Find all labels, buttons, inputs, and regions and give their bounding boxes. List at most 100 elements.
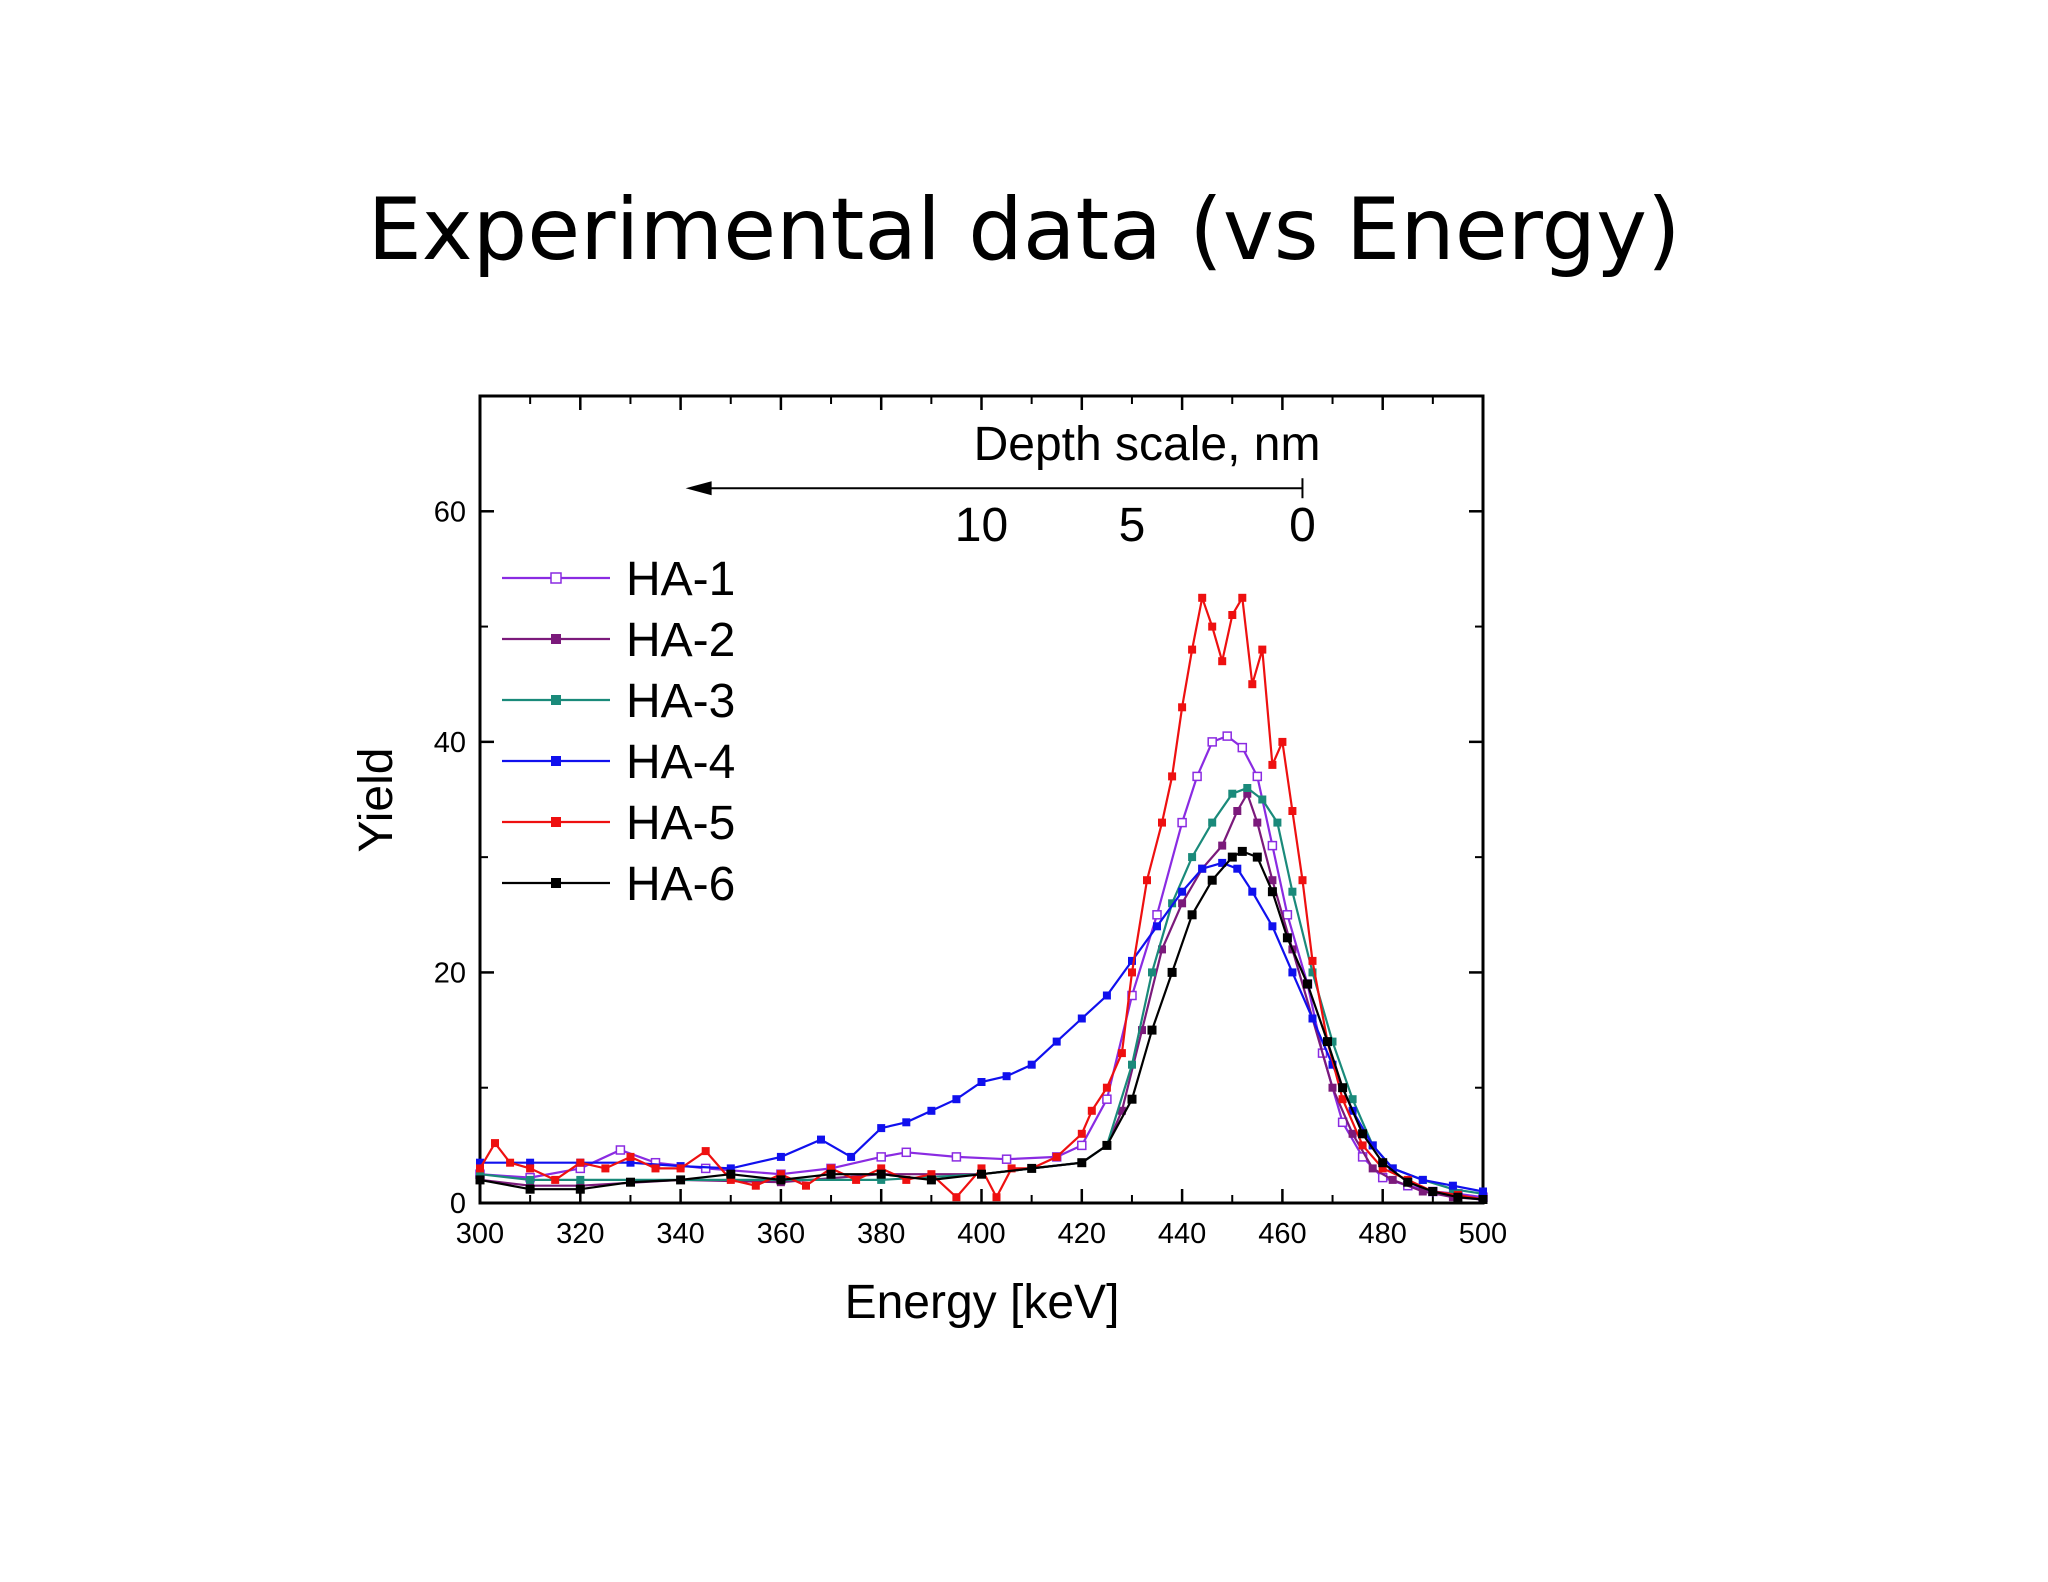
data-point <box>776 1175 786 1185</box>
data-point <box>476 1164 484 1173</box>
data-point <box>927 1170 936 1179</box>
data-point <box>1001 1154 1012 1164</box>
data-point <box>1052 1152 1061 1161</box>
legend-item-HA-4: HA-4 <box>502 736 735 789</box>
data-point <box>1228 611 1237 619</box>
data-point <box>1338 1083 1348 1093</box>
data-point <box>626 1152 635 1161</box>
data-point <box>1168 772 1177 781</box>
data-point <box>1258 645 1267 654</box>
data-point <box>1102 991 1111 1000</box>
y-tick-label: 20 <box>434 957 466 989</box>
data-point <box>551 1175 560 1184</box>
x-tick-label: 480 <box>1359 1218 1407 1250</box>
data-point <box>1002 1072 1011 1081</box>
data-point <box>1077 1158 1087 1168</box>
legend-item-HA-3: HA-3 <box>502 675 735 728</box>
x-tick-label: 420 <box>1058 1218 1106 1250</box>
data-point <box>1282 910 1293 920</box>
data-point <box>1368 1141 1377 1150</box>
depth-tick-label: 5 <box>1119 499 1146 552</box>
data-point <box>977 1169 986 1179</box>
data-point <box>1228 789 1237 798</box>
x-tick-label: 320 <box>556 1218 604 1250</box>
data-point <box>526 1164 535 1173</box>
data-point <box>1308 1014 1317 1023</box>
data-point <box>1192 771 1202 782</box>
data-point <box>1368 1164 1377 1173</box>
legend-swatch-marker <box>551 695 561 705</box>
data-point <box>1143 876 1151 885</box>
data-point <box>877 1124 886 1133</box>
data-point <box>951 1152 962 1162</box>
data-point <box>1358 1141 1367 1150</box>
legend-swatch-marker <box>550 572 562 584</box>
data-point <box>1168 899 1177 908</box>
data-point <box>1237 742 1248 753</box>
legend-label: HA-1 <box>626 553 735 606</box>
data-point <box>1102 1140 1112 1150</box>
data-point <box>1328 1037 1337 1046</box>
data-point <box>1338 1095 1347 1104</box>
legend-label: HA-5 <box>626 797 735 850</box>
data-point <box>1218 858 1227 867</box>
data-point <box>1227 852 1237 862</box>
data-point <box>926 1175 936 1185</box>
data-point <box>1188 853 1197 862</box>
data-point <box>1077 1129 1086 1138</box>
data-point <box>651 1164 660 1173</box>
data-point <box>1268 760 1277 769</box>
data-point <box>1233 807 1242 815</box>
data-point <box>1348 1129 1357 1138</box>
data-point <box>1148 968 1156 977</box>
data-point <box>1117 1049 1126 1058</box>
data-point <box>1208 622 1217 631</box>
data-point <box>1128 968 1136 977</box>
data-point <box>615 1145 626 1155</box>
data-point <box>1127 990 1137 1001</box>
data-point <box>847 1152 856 1161</box>
data-point <box>1248 887 1257 896</box>
x-tick-label: 400 <box>957 1218 1005 1250</box>
data-point <box>1052 1037 1061 1046</box>
data-point <box>476 1158 484 1167</box>
x-tick-label: 360 <box>757 1218 805 1250</box>
data-point <box>1128 956 1136 965</box>
data-point <box>726 1175 735 1184</box>
axis-ticks: 300 320 340 360 380 400 420 440 460 480 500 0 20 40 60 <box>434 395 1507 1250</box>
data-point <box>726 1169 736 1179</box>
data-point <box>751 1181 760 1190</box>
data-point <box>1253 818 1262 827</box>
data-point <box>1218 841 1227 850</box>
x-tick-label: 460 <box>1258 1218 1306 1250</box>
data-point <box>1187 910 1197 920</box>
data-point <box>1288 887 1297 896</box>
data-point <box>1418 1175 1427 1184</box>
y-tick-label: 40 <box>434 727 466 759</box>
series-line <box>479 734 1484 1199</box>
x-axis-title: Energy [keV] <box>845 1276 1120 1329</box>
data-point <box>952 1095 961 1104</box>
data-point <box>701 1147 710 1156</box>
data-point <box>1288 807 1297 815</box>
depth-scale: Depth scale, nm 10 5 0 <box>685 418 1320 552</box>
data-point <box>1102 1083 1111 1092</box>
data-point <box>1267 840 1278 851</box>
legend-item-HA-1: HA-1 <box>502 553 735 606</box>
data-point <box>476 1170 484 1179</box>
data-point <box>676 1164 685 1173</box>
data-point <box>1208 818 1217 827</box>
x-tick-label: 380 <box>857 1218 905 1250</box>
data-point <box>601 1164 610 1173</box>
data-point <box>1388 1164 1397 1173</box>
data-point <box>526 1175 535 1184</box>
data-point <box>877 1175 886 1184</box>
depth-tick-label: 10 <box>955 499 1008 552</box>
data-point <box>1178 899 1187 908</box>
legend-swatch-marker <box>551 878 561 888</box>
data-point <box>902 1118 911 1127</box>
data-point <box>491 1139 499 1148</box>
data-point <box>1308 968 1317 977</box>
data-point <box>901 1147 912 1158</box>
